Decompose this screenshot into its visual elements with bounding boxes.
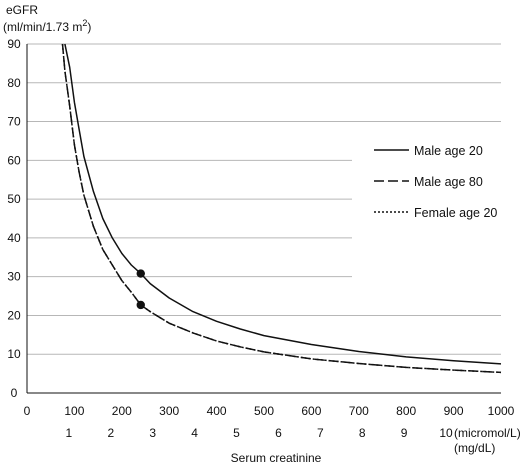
- x-secondary-tick-label: 1: [66, 426, 73, 440]
- y-axis-label-prefix: (ml/min/1.73 m: [3, 20, 82, 34]
- x-secondary-tick-label: 6: [275, 426, 282, 440]
- x-tick-label: 500: [254, 404, 274, 418]
- y-tick-label: 70: [7, 115, 21, 129]
- y-tick-label: 60: [7, 153, 21, 167]
- x-tick-label: 300: [159, 404, 179, 418]
- x-secondary-tick-label: 8: [359, 426, 366, 440]
- y-tick-label: 0: [11, 386, 18, 400]
- grid-lines: [27, 43, 501, 355]
- x-axis-label: Serum creatinine: [231, 451, 322, 465]
- y-tick-label: 80: [7, 76, 21, 90]
- y-tick-label: 20: [7, 308, 21, 322]
- y-tick-label: 10: [7, 347, 21, 361]
- legend-label-male-80: Male age 80: [414, 175, 483, 189]
- x-tick-label: 1000: [488, 404, 515, 418]
- y-tick-label: 40: [7, 231, 21, 245]
- x-tick-label: 800: [396, 404, 416, 418]
- x-secondary-unit: (mg/dL): [454, 441, 495, 455]
- marker-point: [136, 269, 145, 278]
- x-tick-label: 700: [349, 404, 369, 418]
- x-tick-label: 400: [207, 404, 227, 418]
- legend: Male age 20 Male age 80 Female age 20: [374, 144, 497, 220]
- y-axis-label-line2: (ml/min/1.73 m2): [3, 18, 91, 34]
- x-tick-label: 100: [64, 404, 84, 418]
- marker-points: [136, 269, 145, 310]
- y-tick-label: 50: [7, 192, 21, 206]
- x-secondary-tick-label: 3: [149, 426, 156, 440]
- series-line-male-age-80: [61, 43, 502, 374]
- x-secondary-tick-label: 7: [317, 426, 324, 440]
- x-tick-label: 0: [24, 404, 31, 418]
- y-tick-label: 90: [7, 37, 21, 51]
- legend-label-male-20: Male age 20: [414, 144, 483, 158]
- y-axis-label-line1: eGFR: [6, 3, 38, 17]
- legend-label-female-20: Female age 20: [414, 206, 497, 220]
- x-tick-label: 600: [301, 404, 321, 418]
- series-line-male-age-20: [64, 43, 502, 365]
- x-secondary-tick-label: 9: [401, 426, 408, 440]
- y-axis-label-suffix: ): [87, 20, 91, 34]
- x-tick-label: 200: [112, 404, 132, 418]
- y-axis-label-sup: 2: [82, 18, 87, 28]
- x-secondary-tick-label: 5: [233, 426, 240, 440]
- x-secondary-tick-label: 4: [191, 426, 198, 440]
- x-tick-label: 900: [444, 404, 464, 418]
- x-secondary-tick-label: 10: [439, 426, 453, 440]
- x-secondary-tick-label: 2: [107, 426, 114, 440]
- y-tick-label: 30: [7, 270, 21, 284]
- x-primary-unit: (micromol/L): [454, 426, 520, 440]
- marker-point: [136, 300, 145, 310]
